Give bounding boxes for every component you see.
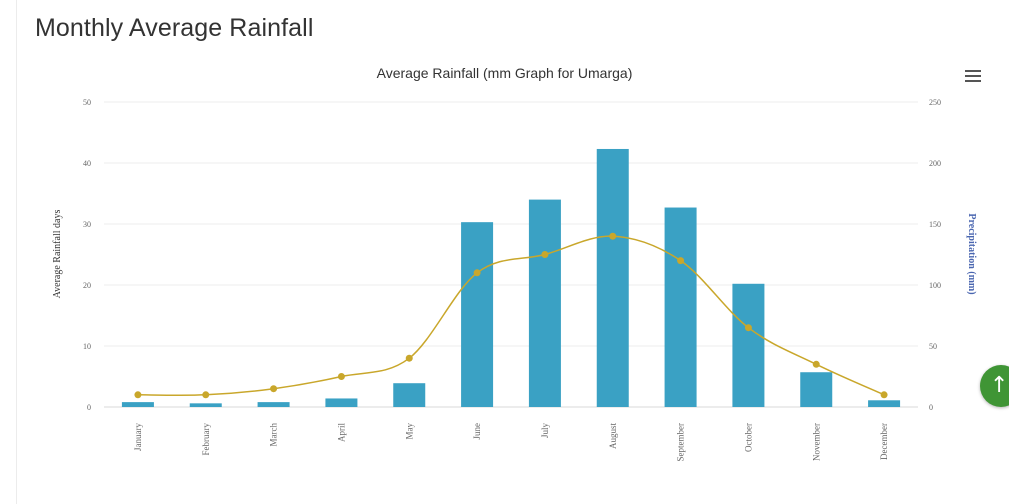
left-tick-label: 0: [87, 403, 91, 412]
line-series: [134, 232, 888, 399]
line-point: [609, 232, 617, 240]
bar: [800, 372, 833, 407]
line-point: [473, 269, 481, 277]
line-point: [134, 391, 142, 399]
line-point: [337, 373, 345, 380]
x-tick-label: August: [608, 423, 618, 450]
page-left-border: [16, 0, 17, 504]
line-point: [202, 391, 210, 399]
x-axis-labels: January February March April May June July Augu…: [133, 423, 889, 462]
right-tick-label: 0: [929, 403, 933, 412]
line-point: [812, 360, 820, 368]
x-tick-label: July: [540, 423, 550, 439]
x-tick-label: January: [133, 423, 143, 451]
bar: [596, 148, 629, 407]
left-axis: 0 10 20 30 40 50: [83, 98, 91, 412]
x-tick-label: November: [811, 423, 821, 461]
left-tick-label: 50: [83, 98, 91, 107]
line-path: [137, 235, 885, 397]
x-tick-label: October: [743, 423, 753, 452]
bar-series: [121, 148, 901, 407]
bar: [257, 402, 290, 407]
right-tick-label: 100: [929, 281, 941, 290]
bar: [664, 207, 697, 407]
grid-lines: [104, 101, 918, 408]
bar: [461, 222, 494, 407]
hamburger-menu-icon[interactable]: [965, 70, 981, 84]
left-axis-title: Average Rainfall days: [52, 210, 63, 299]
right-tick-label: 50: [929, 342, 937, 351]
line-point: [405, 354, 413, 362]
x-tick-label: December: [879, 423, 889, 460]
page-title: Monthly Average Rainfall: [35, 14, 314, 42]
x-tick-label: June: [472, 423, 482, 440]
bar: [868, 400, 901, 407]
bar: [393, 383, 426, 407]
x-tick-label: May: [404, 423, 414, 440]
bar: [325, 398, 358, 407]
line-point: [880, 391, 888, 399]
right-tick-label: 200: [929, 159, 941, 168]
left-tick-label: 20: [83, 281, 91, 290]
left-tick-label: 30: [83, 220, 91, 229]
x-tick-label: March: [269, 423, 279, 447]
right-tick-label: 150: [929, 220, 941, 229]
left-tick-label: 40: [83, 159, 91, 168]
bar: [732, 283, 765, 407]
right-tick-label: 250: [929, 98, 941, 107]
bar: [189, 403, 222, 407]
left-tick-label: 10: [83, 342, 91, 351]
chart-title: Average Rainfall (mm Graph for Umarga): [376, 65, 633, 81]
line-point: [677, 257, 685, 265]
line-point: [270, 385, 278, 393]
scroll-to-top-button[interactable]: ↑: [980, 365, 1009, 407]
bar: [121, 402, 154, 407]
line-point: [541, 251, 549, 258]
arrow-up-icon: ↑: [990, 373, 1009, 398]
right-axis-title: Precipitation (mm): [966, 213, 977, 294]
x-tick-label: February: [201, 423, 211, 456]
bar: [528, 199, 561, 407]
x-tick-label: September: [676, 423, 686, 462]
right-axis: 0 50 100 150 200 250: [929, 98, 941, 412]
x-tick-label: April: [336, 423, 346, 442]
line-point: [744, 324, 752, 332]
